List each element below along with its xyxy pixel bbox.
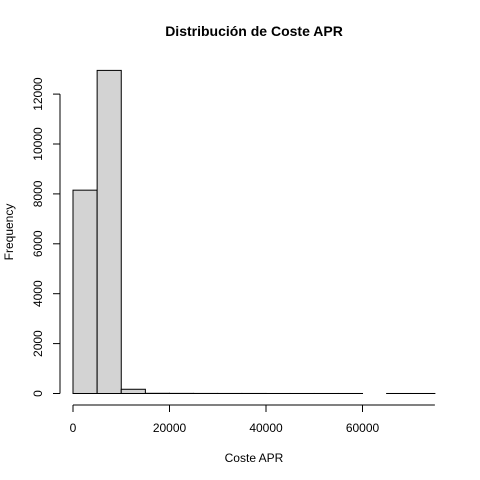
x-axis-label: Coste APR: [225, 451, 284, 465]
y-tick-label-5: 10000: [31, 127, 45, 161]
x-tick-label-1: 20000: [153, 421, 187, 435]
histogram-bar-0: [72, 189, 98, 394]
y-tick-label-0: 0: [31, 390, 45, 397]
y-tick-label-3: 6000: [31, 230, 45, 257]
chart-title: Distribución de Coste APR: [165, 23, 343, 39]
x-tick-label-2: 40000: [249, 421, 283, 435]
histogram-bar-2: [120, 388, 146, 395]
x-tick-label-3: 60000: [346, 421, 380, 435]
x-axis: 0 20000 40000 60000: [70, 404, 435, 435]
x-tick-label-0: 0: [70, 421, 77, 435]
y-axis-label: Frequency: [2, 204, 16, 261]
y-tick-label-4: 8000: [31, 180, 45, 207]
bars-group: [72, 69, 436, 395]
y-tick-label-6: 12000: [31, 77, 45, 111]
y-tick-label-2: 4000: [31, 280, 45, 307]
y-tick-label-1: 2000: [31, 330, 45, 357]
y-axis: 0 2000 4000 6000 8000 10000 12000: [31, 77, 61, 397]
histogram-bar-1: [96, 69, 122, 395]
